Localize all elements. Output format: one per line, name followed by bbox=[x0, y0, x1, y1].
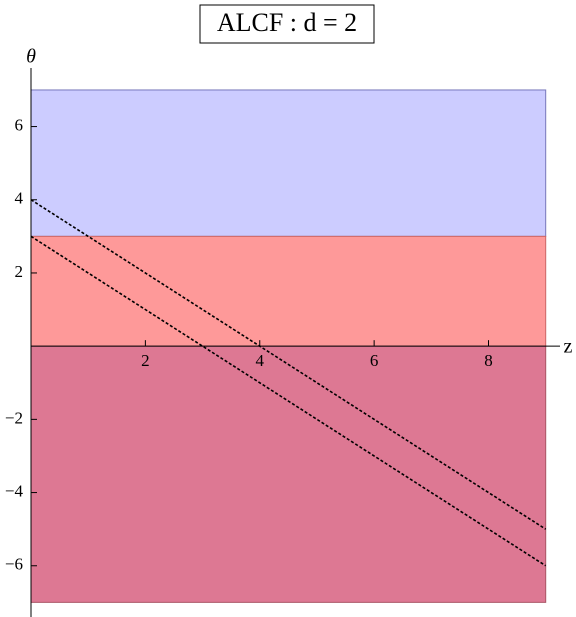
y-tick-label: −4 bbox=[5, 481, 24, 500]
x-tick-label: 2 bbox=[141, 351, 150, 370]
x-tick-label: 6 bbox=[370, 351, 379, 370]
y-tick-label: −2 bbox=[5, 408, 23, 427]
region bbox=[30, 345, 547, 603]
line bbox=[30, 235, 547, 567]
x-axis-label: z bbox=[564, 336, 573, 358]
region bbox=[30, 235, 547, 347]
y-tick-label: 6 bbox=[15, 115, 24, 134]
title-box bbox=[199, 4, 375, 44]
chart-title: ALCF : d = 2 bbox=[217, 8, 357, 37]
x-tick-label: 4 bbox=[256, 351, 265, 370]
region bbox=[30, 89, 547, 237]
y-axis-label: θ bbox=[26, 46, 36, 68]
y-tick-label: 4 bbox=[15, 189, 24, 208]
y-tick-label: 2 bbox=[15, 262, 24, 281]
line bbox=[30, 199, 547, 530]
y-tick-label: −6 bbox=[5, 555, 23, 574]
x-tick-label: 8 bbox=[484, 351, 493, 370]
